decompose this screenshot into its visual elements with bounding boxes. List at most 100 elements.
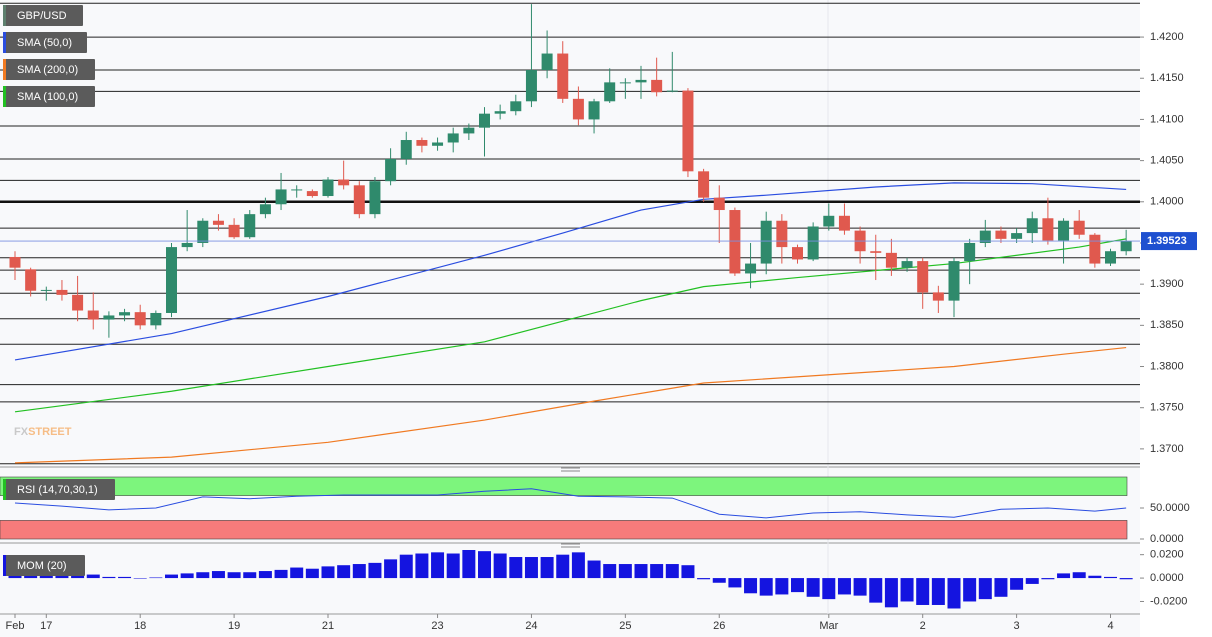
y-tick-label: 1.3850 — [1150, 319, 1184, 331]
x-tick-label: 24 — [525, 620, 537, 632]
x-tick-label: 21 — [322, 620, 334, 632]
mom-bar — [697, 578, 711, 580]
x-tick-label: Mar — [819, 620, 838, 632]
mom-bar — [102, 576, 116, 579]
y-tick-label: 0.0200 — [1150, 549, 1184, 561]
mom-bar — [884, 578, 898, 608]
y-tick-label: 1.4100 — [1150, 113, 1184, 125]
candle-body — [322, 179, 334, 197]
candle-body — [979, 230, 991, 243]
mom-bar — [853, 578, 867, 596]
y-tick-label: 1.4000 — [1150, 196, 1184, 208]
mom-bar — [571, 552, 585, 579]
candle-body — [1073, 220, 1085, 235]
candle-body — [447, 133, 459, 143]
candle-body — [275, 189, 287, 205]
candle-body — [40, 289, 52, 291]
candle-body — [181, 242, 193, 248]
candle-body — [729, 210, 741, 274]
mom-bar — [994, 578, 1008, 597]
candle-body — [1042, 218, 1054, 241]
candle-body — [807, 226, 819, 260]
grip[interactable] — [561, 543, 580, 548]
mom-bar — [1072, 572, 1086, 579]
mom-bar — [446, 553, 460, 579]
y-tick-label: -0.0200 — [1150, 595, 1187, 607]
candle-body — [25, 269, 37, 291]
legend-swatch — [3, 59, 6, 80]
mom-bar — [196, 572, 210, 579]
y-tick-label: 1.4150 — [1150, 72, 1184, 84]
mom-bar — [947, 578, 961, 609]
candle-body — [353, 185, 365, 215]
candle-body — [666, 90, 678, 92]
candle-body — [1058, 220, 1070, 241]
legend-box — [3, 5, 83, 26]
x-tick-label: Feb — [6, 620, 25, 632]
mom-bar — [399, 554, 413, 579]
candle-body — [463, 127, 475, 134]
legend-swatch — [3, 86, 6, 107]
mom-bar — [650, 564, 664, 579]
candle-body — [87, 310, 99, 320]
y-tick-label: 1.3750 — [1150, 402, 1184, 414]
legend-box — [3, 59, 95, 80]
mom-bar — [837, 578, 851, 595]
y-tick-label: 1.3800 — [1150, 360, 1184, 372]
mom-bar — [384, 559, 398, 579]
candle-body — [259, 204, 271, 215]
watermark-fx: FX — [14, 426, 29, 438]
candle-body — [510, 101, 522, 112]
mom-bar — [540, 557, 554, 579]
mom-bar — [931, 578, 945, 605]
legend-swatch — [3, 5, 6, 26]
last-price-label: 1.39523 — [1147, 235, 1187, 247]
rsi-band — [0, 520, 1128, 540]
candle-body — [823, 215, 835, 227]
candle-body — [698, 171, 710, 198]
mom-bar — [493, 553, 507, 579]
candle-body — [400, 140, 412, 159]
grip[interactable] — [561, 467, 580, 472]
legend-box — [3, 555, 85, 576]
candle-body — [682, 90, 694, 172]
candle-body — [416, 140, 428, 146]
x-tick-label: 23 — [431, 620, 443, 632]
candle-body — [306, 191, 318, 197]
mom-bar — [337, 565, 351, 579]
mom-bar — [806, 578, 820, 597]
legend-box — [3, 32, 87, 53]
sma-line — [14, 346, 1127, 464]
x-tick-label: 17 — [40, 620, 52, 632]
candle-body — [604, 82, 616, 102]
mom-bar — [681, 565, 695, 579]
x-tick-label: 26 — [713, 620, 725, 632]
mom-bar — [759, 578, 773, 596]
mom-bar — [618, 564, 632, 579]
mom-bar — [1025, 578, 1039, 584]
candle-body — [119, 312, 131, 316]
mom-bar — [133, 578, 147, 579]
mom-bar — [478, 551, 491, 579]
mom-bar — [509, 557, 523, 579]
candle-body — [713, 197, 725, 211]
candle-body — [291, 189, 303, 191]
mom-bar — [791, 578, 804, 593]
candle-body — [932, 292, 944, 301]
y-tick-label: 1.3900 — [1150, 278, 1184, 290]
candle-body — [1105, 251, 1116, 264]
candle-body — [56, 289, 68, 295]
candle-body — [103, 315, 115, 320]
mom-bar — [775, 578, 789, 595]
legend-box — [3, 86, 95, 107]
candle-body — [792, 247, 803, 260]
candle-body — [948, 261, 960, 301]
sma-line — [14, 238, 1127, 413]
mom-bar — [978, 578, 992, 600]
rsi-line — [14, 488, 1127, 519]
candle-body — [917, 261, 929, 293]
mom-bar — [274, 569, 288, 579]
candle-body — [745, 263, 757, 274]
candle-body — [1011, 233, 1023, 239]
mom-bar — [869, 578, 883, 603]
